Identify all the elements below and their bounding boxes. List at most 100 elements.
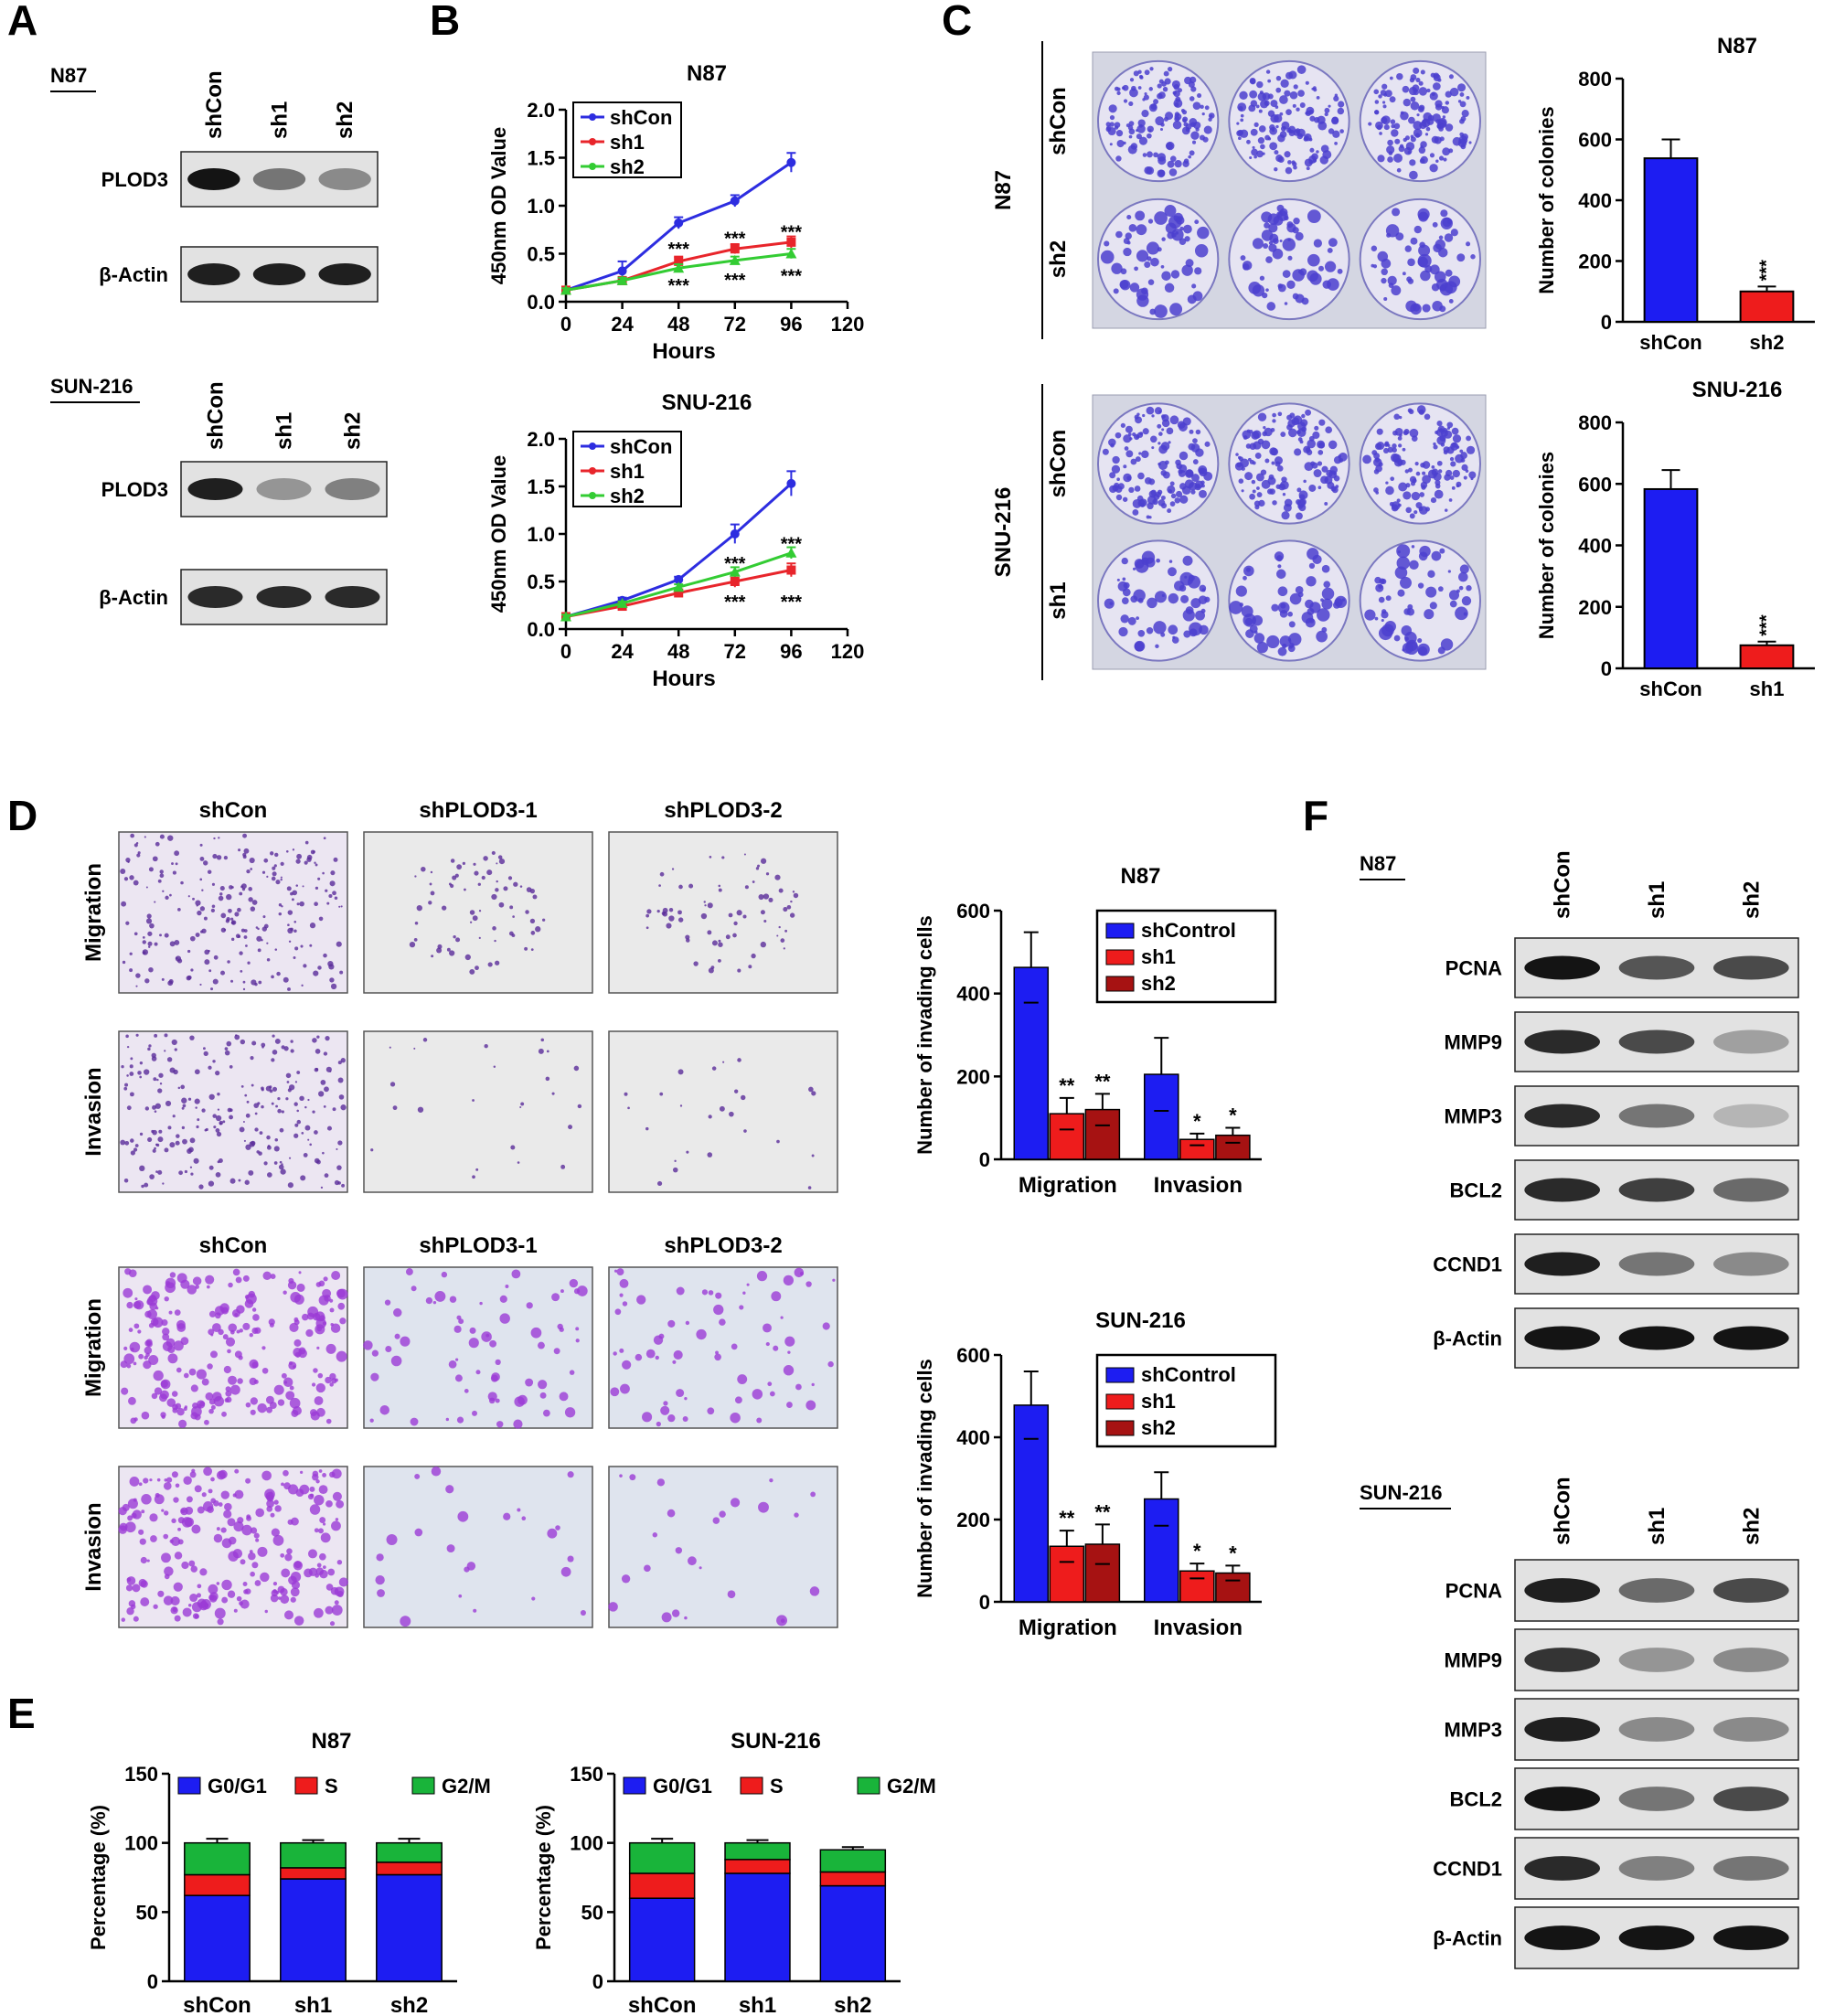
colony	[1168, 441, 1171, 444]
stained-cell	[149, 1478, 153, 1482]
colony	[1465, 469, 1469, 473]
stained-cell	[236, 1329, 240, 1334]
stained-cell	[323, 953, 327, 958]
stained-cell	[237, 1378, 243, 1384]
colony	[1405, 507, 1412, 514]
x-axis-label: Hours	[652, 339, 715, 364]
colony	[1435, 479, 1441, 485]
colony	[1377, 155, 1385, 163]
colony	[1150, 103, 1157, 110]
colony	[1433, 442, 1436, 446]
colony	[1397, 550, 1401, 554]
stained-cell	[221, 1307, 229, 1315]
stained-cell	[138, 1529, 144, 1535]
stained-cell	[778, 888, 784, 893]
stained-cell	[205, 1392, 214, 1401]
stained-cell	[457, 1510, 469, 1522]
colony	[1272, 248, 1284, 260]
stained-cell	[240, 1599, 250, 1609]
microscopy-image	[363, 1266, 593, 1429]
stained-cell	[462, 861, 466, 866]
stained-cell	[449, 1296, 457, 1303]
colony	[1277, 210, 1288, 221]
stained-cell	[243, 935, 248, 939]
stained-cell	[499, 1295, 507, 1303]
data-point	[730, 244, 740, 254]
colony	[1389, 96, 1396, 103]
stained-cell	[678, 884, 683, 890]
stained-cell	[150, 1535, 157, 1542]
colony	[1407, 278, 1414, 284]
colony	[1399, 576, 1412, 589]
stack-segment-g0-g1	[628, 1897, 696, 1982]
stained-cell	[656, 1478, 666, 1487]
stained-cell	[129, 875, 134, 880]
colony	[1466, 445, 1476, 454]
colony	[1163, 116, 1169, 122]
colony	[1122, 577, 1126, 581]
colony	[1157, 499, 1166, 507]
stained-cell	[756, 1271, 768, 1282]
x-tick-label: shCon	[1639, 331, 1701, 354]
colony	[1142, 98, 1146, 101]
stained-cell	[216, 855, 222, 860]
stained-cell	[317, 965, 322, 970]
stained-cell	[227, 1590, 236, 1598]
colony	[1398, 503, 1402, 507]
colony	[1183, 122, 1189, 127]
stained-cell	[172, 1115, 176, 1118]
stained-cell	[223, 856, 229, 860]
image-row-label: Invasion	[81, 1067, 106, 1156]
colony	[1156, 558, 1160, 563]
stained-cell	[752, 880, 755, 883]
stained-cell	[267, 1145, 271, 1147]
stained-cell	[472, 1410, 478, 1416]
stack-segment-g2-m	[280, 1841, 347, 1869]
stained-cell	[277, 1097, 281, 1101]
x-tick-label: sh1	[739, 1993, 776, 2016]
stained-cell	[307, 1138, 310, 1141]
stained-cell	[180, 1084, 186, 1090]
y-tick-label: 0	[592, 1970, 603, 1993]
stained-cell	[514, 1396, 525, 1407]
colony	[1307, 270, 1318, 283]
stained-cell	[336, 1288, 346, 1298]
significance-annotation: ***	[1757, 260, 1777, 282]
y-tick-label: 1.5	[527, 147, 555, 170]
colony	[1364, 609, 1376, 621]
stained-cell	[130, 1604, 136, 1610]
stained-cell	[290, 927, 293, 932]
stained-cell	[309, 1486, 315, 1492]
stained-cell	[560, 1566, 571, 1577]
plate-row-label: shCon	[1046, 87, 1071, 155]
band-label: CCND1	[1433, 1253, 1502, 1276]
stained-cell	[181, 1561, 189, 1570]
protein-band	[187, 168, 240, 190]
colony	[1450, 442, 1459, 451]
stained-cell	[227, 1349, 231, 1354]
legend-swatch	[857, 1776, 880, 1795]
stained-cell	[127, 1499, 138, 1509]
stained-cell	[156, 1078, 159, 1082]
stained-cell	[494, 939, 496, 943]
stained-cell	[708, 1115, 712, 1119]
stained-cell	[245, 1477, 251, 1484]
stained-cell	[729, 1111, 734, 1117]
colony	[1321, 465, 1328, 473]
colony	[1239, 129, 1249, 138]
stained-cell	[309, 1143, 312, 1147]
stained-cell	[124, 1268, 132, 1275]
colony	[1268, 223, 1278, 233]
colony	[1189, 150, 1195, 156]
colony	[1396, 544, 1411, 559]
stained-cell	[159, 933, 162, 937]
stained-cell	[661, 1612, 672, 1623]
stained-cell	[732, 933, 737, 938]
colony	[1436, 435, 1446, 445]
stained-cell	[271, 1102, 274, 1105]
colony	[1243, 263, 1250, 271]
band-label: PLOD3	[101, 478, 168, 501]
stained-cell	[164, 1510, 169, 1516]
stained-cell	[167, 1353, 178, 1364]
colony	[1331, 486, 1339, 494]
